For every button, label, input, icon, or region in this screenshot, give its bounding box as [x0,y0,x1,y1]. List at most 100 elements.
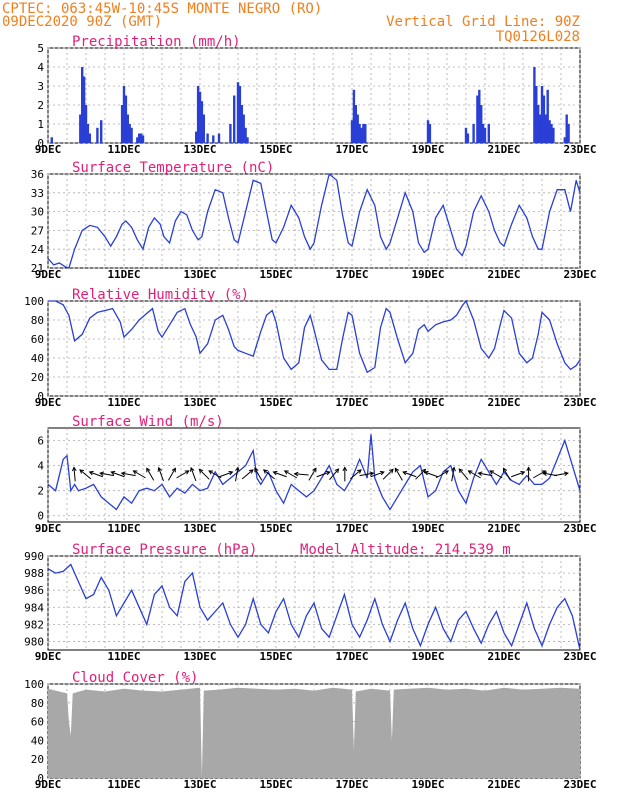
x-tick-label: 17DEC [335,268,368,281]
precip-bar [538,114,542,143]
series-line [47,563,581,651]
wind-arrow-head [526,466,531,472]
y-tick-label: 982 [24,618,44,631]
x-tick-label: 17DEC [335,522,368,535]
wind-arrow-shaft [158,467,164,482]
x-tick-label: 13DEC [183,650,216,663]
precip-bar [563,137,566,143]
panel-frame [47,47,581,144]
precip-bar [358,124,361,143]
wind-arrow-shaft [190,467,197,482]
x-tick-label: 13DEC [183,143,216,156]
panel-title: Relative Humidity (%) [72,287,249,303]
precip-bar [233,95,236,143]
wind-arrow-head [157,466,163,472]
precip-bar [356,114,359,143]
panel-4: 980 982 984 986 988 990 9DEC 11DEC 13DEC 15DEC 17D… [24,542,596,663]
panel-title: Surface Wind (m/s) [72,414,224,430]
wind-arrow-head [356,469,362,474]
wind-arrow-shaft [451,467,455,482]
wind-arrow-shaft [415,469,426,480]
x-tick-label: 9DEC [35,396,62,409]
wind-arrow-shaft [199,469,210,480]
wind-arrow-head [467,470,473,475]
wind-arrow-shaft [254,468,263,481]
wind-arrow-shaft [176,470,190,479]
precip-bar [426,120,430,143]
wind-arrow-head [489,470,495,475]
wind-arrow [359,471,375,477]
panel-title: Cloud Cover (%) [72,670,198,686]
precip-bar [81,67,84,143]
y-tick-label: 988 [24,567,44,580]
wind-arrow-shaft [89,471,103,478]
x-tick-label: 9DEC [35,650,62,663]
wind-arrow-head [110,470,116,476]
wind-arrow-head [342,466,348,472]
y-tick-label: 980 [24,635,44,648]
wind-arrow [198,468,210,480]
wind-arrow-head [444,470,450,475]
wind-arrow-head [120,471,126,477]
wind-arrow-shaft [458,468,469,481]
wind-arrow [349,469,362,480]
wind-arrow [167,467,176,481]
precip-bar [350,120,354,143]
x-tick-label: 13DEC [183,522,216,535]
precip-bar [480,105,483,143]
y-tick-label: 100 [24,295,44,308]
precip-bar [100,120,103,143]
wind-arrow-head [71,466,77,472]
x-tick-label: 11DEC [107,268,140,281]
precip-bar [544,114,547,143]
x-tick-label: 11DEC [107,143,140,156]
x-tick-label: 23DEC [563,268,596,281]
precip-bar [240,105,243,143]
precip-bar [136,137,139,143]
precip-bar [195,131,198,143]
x-tick-label: 19DEC [411,650,444,663]
wind-arrow [477,471,493,477]
wind-arrow [110,470,125,478]
y-tick-label: 0 [37,390,44,403]
panel-2: 0 20 40 60 80 100 9DEC 11DEC 13DEC 15DEC 17DEC 19DE… [24,287,596,409]
wind-arrow-head [228,470,234,476]
wind-arrow-head [99,471,105,477]
precip-bar [236,82,240,143]
x-tick-label: 23DEC [563,778,596,791]
x-tick-label: 23DEC [563,143,596,156]
wind-arrow [435,470,450,479]
y-tick-label: 24 [31,243,45,256]
precip-bar [540,86,544,143]
wind-arrow-shaft [308,468,317,481]
y-tick-label: 21 [31,262,44,275]
wind-arrow [526,466,531,482]
precip-bar [96,127,99,143]
y-tick-label: 33 [31,187,44,200]
wind-arrow-head [369,471,375,477]
wind-arrow-head [542,471,548,477]
wind-arrow-head [325,470,331,476]
precip-bar [88,133,91,143]
wind-arrow-head [132,470,138,475]
precip-bar [472,124,475,143]
precip-bar [548,120,551,143]
precip-bar [217,133,221,143]
wind-arrow [554,471,569,477]
header-model-code: TQ0126L028 [496,29,580,45]
wind-arrow-shaft [468,470,481,479]
wind-arrow-shaft [235,467,239,482]
wind-arrow-head [458,468,464,474]
wind-arrow [79,469,92,480]
precip-bar [483,127,487,143]
wind-arrow-shaft [349,469,362,480]
precip-bar [364,124,367,143]
wind-arrow [88,470,103,478]
x-tick-label: 17DEC [335,778,368,791]
y-tick-label: 0 [37,772,44,785]
precip-bar [238,86,242,143]
y-tick-label: 5 [37,42,44,55]
wind-arrow-head [293,471,299,477]
